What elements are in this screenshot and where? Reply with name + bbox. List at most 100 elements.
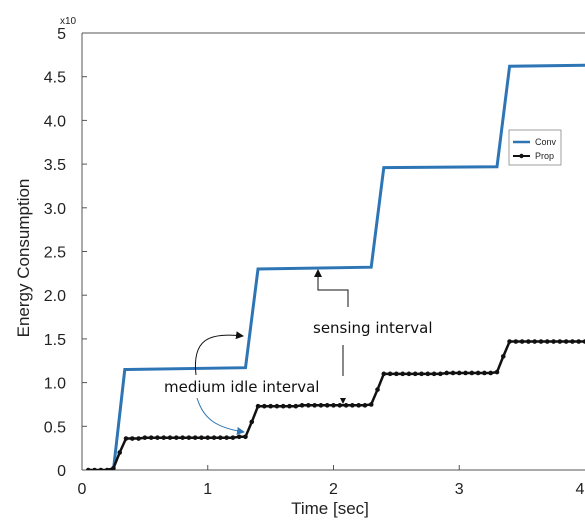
y-tick-label-1: 0.5 — [44, 419, 66, 436]
series-point-prop-64 — [488, 370, 493, 376]
series-point-prop-10 — [148, 435, 154, 440]
series-point-prop-62 — [475, 370, 481, 376]
series-point-prop-36 — [312, 403, 317, 408]
y-tick-label-2: 1.0 — [44, 376, 66, 393]
series-point-prop-45 — [368, 402, 374, 407]
series-point-prop-23 — [230, 435, 236, 440]
series-point-prop-13 — [167, 435, 173, 440]
y-tick-label-10: 5 — [57, 26, 66, 43]
series-point-prop-73 — [544, 339, 550, 344]
series-point-prop-8 — [136, 436, 141, 441]
series-point-prop-9 — [142, 435, 148, 440]
series-point-prop-14 — [174, 435, 179, 440]
series-point-prop-54 — [425, 371, 431, 377]
series-point-prop-40 — [337, 403, 343, 408]
series-point-prop-70 — [526, 339, 531, 344]
legend-label-prop: Prop — [535, 151, 554, 161]
series-point-prop-52 — [412, 371, 418, 377]
y-tick-label-0: 0 — [57, 463, 66, 480]
y-axis-exponent-label: x10 — [60, 16, 77, 27]
series-layer — [85, 63, 585, 470]
y-tick-label-3: 1.5 — [44, 332, 66, 349]
sensing-interval-arrow-up — [314, 269, 349, 307]
series-point-prop-50 — [400, 371, 405, 377]
series-point-prop-20 — [211, 435, 217, 440]
series-point-prop-33 — [293, 403, 299, 409]
series-point-prop-28 — [262, 403, 267, 409]
series-point-prop-18 — [199, 435, 204, 440]
series-point-prop-71 — [532, 339, 537, 344]
x-tick-label-0: 0 — [78, 481, 87, 498]
series-point-prop-75 — [557, 339, 563, 344]
series-point-prop-17 — [192, 435, 198, 440]
series-point-prop-42 — [350, 403, 355, 408]
series-point-prop-3 — [104, 467, 110, 470]
y-tick-label-8: 4.0 — [44, 113, 66, 130]
y-axis-ticks: 0 0.5 1.0 1.5 2.0 2.5 3.0 3.5 4.0 4.5 5 — [44, 26, 87, 480]
series-point-prop-1 — [92, 467, 97, 470]
series-point-prop-21 — [218, 435, 223, 440]
series-point-prop-35 — [306, 403, 311, 408]
series-point-prop-16 — [186, 435, 192, 440]
x-tick-label-4: 4 — [576, 481, 585, 498]
series-point-prop-65 — [494, 369, 500, 375]
series-point-prop-39 — [331, 403, 336, 408]
legend-label-conv: Conv — [535, 137, 557, 147]
series-point-prop-72 — [538, 339, 544, 344]
y-tick-label-5: 2.5 — [44, 245, 66, 262]
sensing-interval-label-bg — [309, 317, 449, 339]
x-tick-label-1: 1 — [203, 481, 212, 498]
series-point-prop-43 — [356, 403, 361, 408]
series-point-prop-38 — [324, 403, 330, 408]
series-point-prop-26 — [249, 419, 255, 425]
series-point-prop-37 — [318, 403, 324, 408]
series-point-prop-47 — [381, 371, 387, 377]
series-point-prop-55 — [431, 371, 437, 377]
idle-interval-arrow-upper — [194, 331, 244, 376]
series-point-prop-5 — [117, 450, 123, 455]
series-point-prop-7 — [130, 436, 135, 441]
y-tick-label-7: 3.5 — [44, 157, 66, 174]
series-point-prop-68 — [513, 339, 519, 344]
series-line-conv — [111, 63, 585, 470]
series-point-prop-44 — [362, 403, 368, 408]
series-point-prop-22 — [224, 435, 229, 440]
series-point-prop-30 — [274, 403, 280, 409]
series-point-prop-41 — [343, 403, 349, 408]
series-point-prop-53 — [419, 371, 424, 377]
sensing-interval-label: sensing interval — [313, 319, 433, 337]
series-point-prop-32 — [287, 403, 292, 409]
y-tick-label-6: 3.0 — [44, 201, 66, 218]
series-point-prop-31 — [280, 403, 286, 409]
series-point-prop-48 — [387, 371, 393, 377]
legend-marker-prop — [519, 153, 524, 159]
series-point-prop-15 — [180, 435, 185, 440]
y-axis-title: Energy Consumption — [14, 179, 33, 338]
x-axis-ticks: 0 1 2 3 4 — [78, 465, 585, 498]
x-axis-title: Time [sec] — [291, 499, 369, 518]
series-point-prop-74 — [551, 339, 556, 344]
series-point-prop-76 — [563, 339, 569, 344]
series-point-prop-0 — [85, 467, 91, 470]
x-tick-label-2: 2 — [329, 481, 338, 498]
series-point-prop-25 — [243, 434, 248, 440]
idle-interval-label-bg — [160, 376, 348, 398]
series-point-prop-2 — [98, 467, 104, 470]
series-point-prop-4 — [111, 465, 116, 470]
series-point-prop-46 — [375, 387, 380, 392]
idle-interval-arrow-lower — [195, 393, 245, 435]
series-point-prop-69 — [519, 339, 525, 344]
series-point-prop-51 — [406, 371, 412, 377]
series-point-prop-58 — [450, 370, 456, 376]
series-point-prop-34 — [299, 403, 305, 408]
y-tick-label-4: 2.0 — [44, 288, 66, 305]
idle-interval-label: medium idle interval — [164, 378, 319, 396]
series-point-prop-6 — [123, 436, 129, 441]
series-point-prop-59 — [456, 370, 462, 376]
series-point-prop-78 — [576, 339, 582, 344]
series-point-prop-24 — [236, 434, 242, 440]
y-tick-label-9: 4.5 — [44, 70, 66, 87]
legend-box — [508, 129, 562, 166]
series-point-prop-66 — [500, 354, 506, 359]
